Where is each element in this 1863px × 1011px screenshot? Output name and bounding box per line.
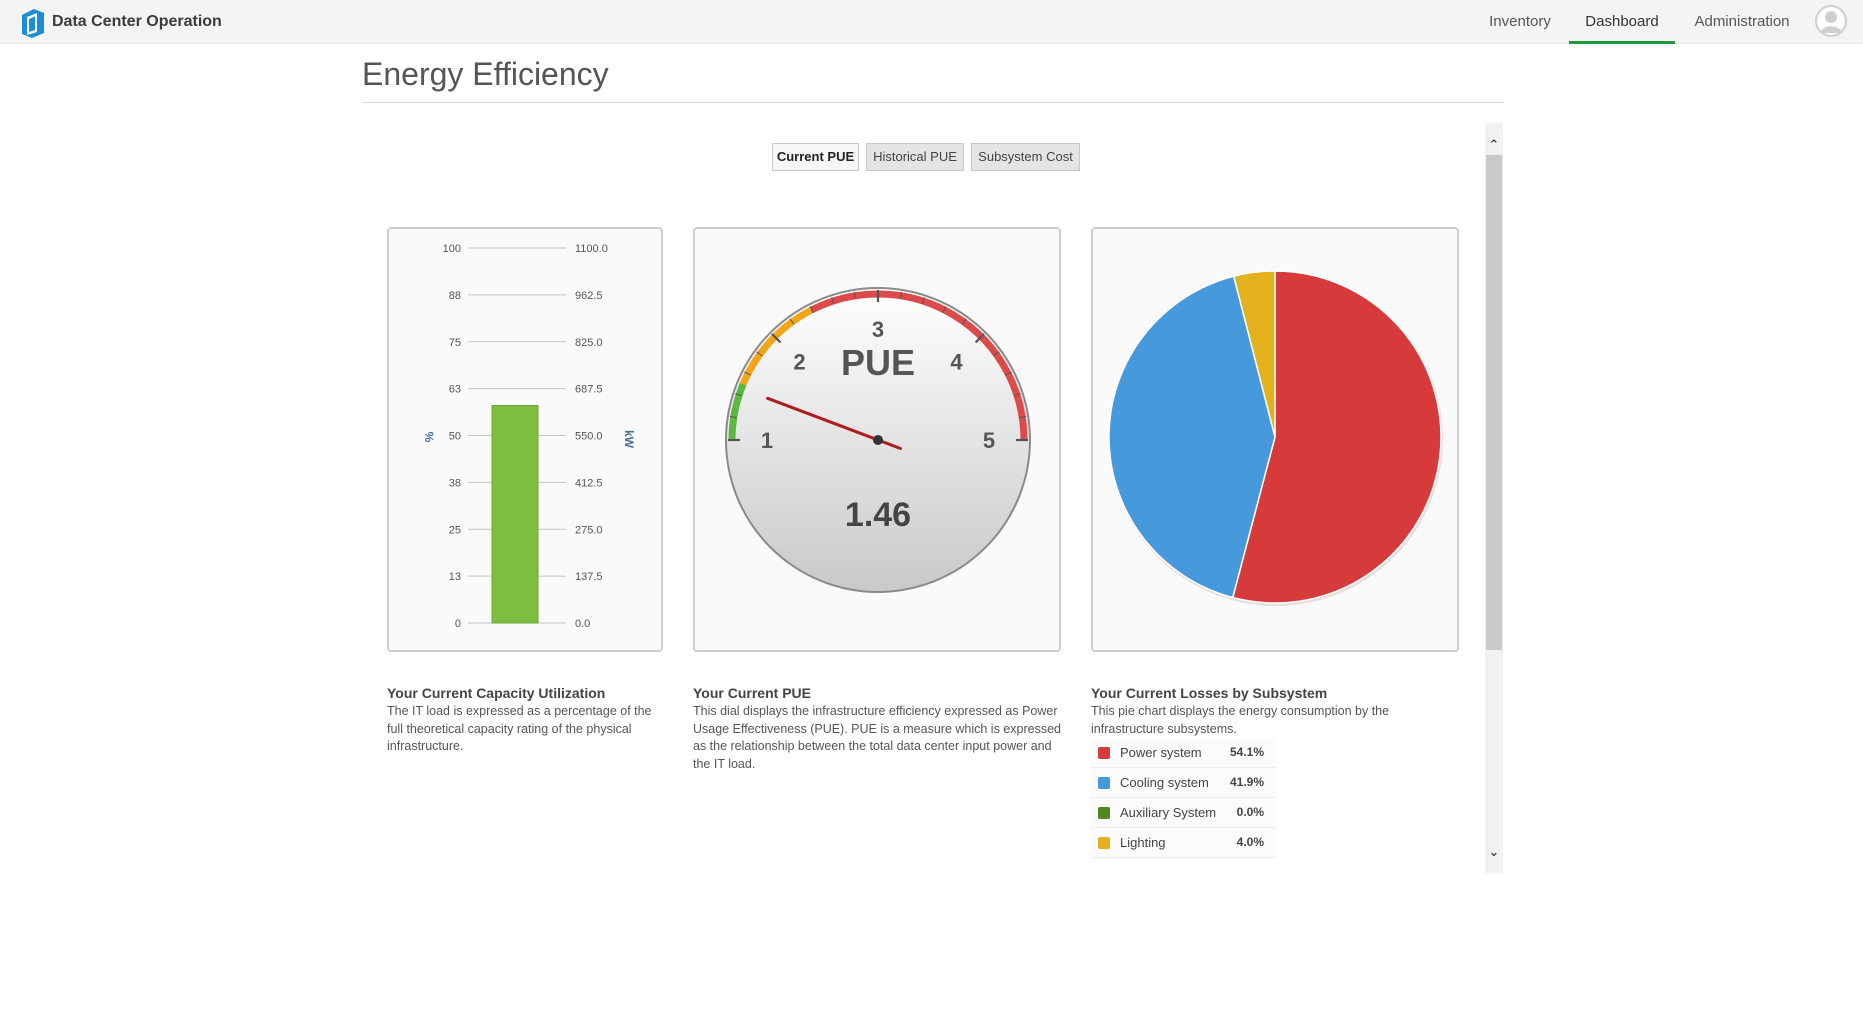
dial-scale-label: 1 — [761, 428, 773, 453]
tick-label-left: 50 — [449, 431, 461, 443]
pie-slice-lighting — [1232, 270, 1276, 438]
tab-current-pue[interactable]: Current PUE — [772, 143, 859, 171]
axis-unit-right: kW — [622, 430, 636, 449]
dial-tick — [974, 333, 985, 344]
tick-label-right: 412.5 — [575, 477, 603, 489]
capacity-caption-text: The IT load is expressed as a percentage… — [387, 704, 652, 753]
tick-label-left: 0 — [455, 618, 461, 630]
tick-label-right: 687.5 — [575, 384, 603, 396]
capacity-caption-title: Your Current Capacity Utilization — [387, 685, 606, 701]
legend-value: 54.1% — [1229, 745, 1264, 759]
capacity-bar — [491, 405, 539, 624]
top-bar: Data Center Operation Inventory Dashboar… — [0, 0, 1863, 44]
dial-scale-label: 2 — [793, 350, 805, 375]
dial-tick — [1005, 371, 1012, 376]
dial-band — [739, 306, 814, 386]
tick-label-left: 63 — [449, 384, 461, 396]
tick-label-left: 13 — [449, 571, 461, 583]
tick-label-left: 88 — [449, 290, 461, 302]
losses-legend: Power system 54.1% Cooling system 41.9% … — [1091, 738, 1276, 858]
scroll-up-icon[interactable]: ⌃ — [1488, 137, 1500, 152]
legend-swatch — [1098, 807, 1110, 819]
tick-label-right: 550.0 — [575, 431, 603, 443]
legend-swatch — [1098, 747, 1110, 759]
user-icon — [1815, 5, 1847, 37]
losses-pie-chart — [1108, 270, 1443, 606]
scrollbar-thumb[interactable] — [1486, 155, 1502, 650]
tick-label-right: 962.5 — [575, 290, 603, 302]
dial-tick — [735, 393, 743, 397]
app-title[interactable]: Data Center Operation — [52, 13, 222, 30]
dial-tick — [729, 416, 737, 419]
pue-caption-title: Your Current PUE — [693, 685, 811, 701]
dial-tick — [1019, 416, 1027, 419]
dial-tick — [854, 291, 857, 299]
dial-tick — [1013, 393, 1021, 397]
dial-tick — [921, 297, 925, 305]
app-logo-icon — [22, 9, 44, 38]
page-title: Energy Efficiency — [362, 56, 609, 92]
legend-value: 0.0% — [1236, 805, 1264, 819]
dial-band — [728, 382, 747, 441]
dial-tick — [993, 351, 1000, 357]
tick-label-left: 25 — [449, 524, 461, 536]
dial-tick — [771, 333, 782, 344]
tick-label-left: 38 — [449, 477, 461, 489]
dial-scale-label: 4 — [950, 350, 963, 375]
pie-slice-cooling-system — [1108, 275, 1276, 599]
tick-label-left: 75 — [449, 337, 461, 349]
legend-label: Power system — [1120, 745, 1202, 760]
legend-value: 4.0% — [1236, 835, 1264, 849]
nav-inventory[interactable]: Inventory — [1489, 13, 1551, 30]
legend-swatch — [1098, 777, 1110, 789]
dial-tick — [809, 306, 814, 313]
nav-administration[interactable]: Administration — [1694, 13, 1790, 30]
dial-band — [810, 290, 1028, 441]
legend-row-power: Power system 54.1% — [1091, 738, 1276, 768]
title-divider — [362, 102, 1503, 103]
losses-caption-title: Your Current Losses by Subsystem — [1091, 685, 1328, 701]
dial-scale-label: 3 — [872, 317, 884, 342]
legend-label: Cooling system — [1120, 775, 1209, 790]
capacity-panel: 100 1100.0 88 962.5 75 825.0 63 687.5 50 550.0 38 4… — [387, 227, 663, 652]
legend-label: Auxiliary System — [1120, 805, 1217, 820]
avatar[interactable] — [1815, 5, 1847, 37]
legend-row-cooling: Cooling system 41.9% — [1091, 768, 1276, 798]
dial-tick — [756, 351, 763, 357]
pie-slice-power-system — [1231, 270, 1442, 604]
dial-value: 1.46 — [845, 496, 911, 534]
scroll-down-icon[interactable]: ⌄ — [1488, 844, 1500, 859]
dial-tick — [831, 297, 835, 305]
dial-tick — [942, 306, 947, 313]
tick-label-right: 1100.0 — [575, 243, 608, 255]
nav-dashboard[interactable]: Dashboard — [1569, 0, 1675, 44]
losses-caption-text: This pie chart displays the energy consu… — [1091, 704, 1390, 736]
tick-label-right: 825.0 — [575, 337, 603, 349]
tick-label-left: 100 — [443, 243, 461, 255]
legend-row-auxiliary: Auxiliary System 0.0% — [1091, 798, 1276, 828]
dial-tick — [899, 291, 902, 299]
tick-label-right: 137.5 — [575, 571, 603, 583]
pue-caption-text: This dial displays the infrastructure ef… — [693, 704, 1061, 771]
dial-scale-label: 5 — [983, 428, 995, 453]
dial-hub — [873, 435, 883, 445]
legend-value: 41.9% — [1229, 775, 1264, 789]
axis-unit-left: % — [422, 432, 436, 443]
tick-label-right: 0.0 — [575, 618, 590, 630]
tab-subsystem-cost[interactable]: Subsystem Cost — [971, 143, 1080, 171]
pue-gauge: 1 2 3 4 5 PUE 1.46 — [725, 287, 1031, 593]
legend-label: Lighting — [1120, 835, 1166, 850]
dial-tick — [744, 371, 751, 376]
losses-panel — [1091, 227, 1459, 652]
tab-historical-pue[interactable]: Historical PUE — [866, 143, 964, 171]
dial-title: PUE — [841, 342, 915, 383]
tick-label-right: 275.0 — [575, 524, 603, 536]
dial-tick — [789, 318, 795, 325]
dial-tick — [961, 318, 967, 325]
capacity-chart: 100 1100.0 88 962.5 75 825.0 63 687.5 50 550.0 38 4… — [422, 243, 636, 630]
legend-row-lighting: Lighting 4.0% — [1091, 828, 1276, 858]
pue-panel: 1 2 3 4 5 PUE 1.46 — [693, 227, 1061, 652]
legend-swatch — [1098, 837, 1110, 849]
